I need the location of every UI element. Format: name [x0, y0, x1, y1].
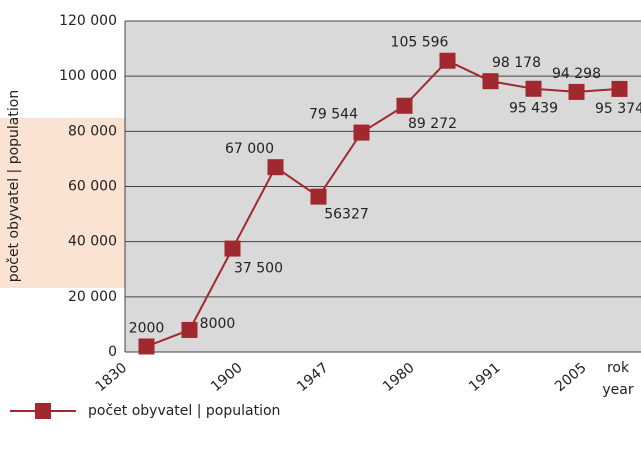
- x-tick-label: 1900: [208, 360, 246, 395]
- data-label: 8000: [200, 316, 236, 332]
- x-tick-label: 1947: [294, 360, 332, 395]
- data-label: 67 000: [225, 141, 274, 157]
- x-axis-label: year: [602, 382, 633, 398]
- marker: [439, 52, 456, 69]
- y-tick-label: 60 000: [68, 179, 117, 195]
- marker: [310, 188, 327, 205]
- marker: [224, 240, 241, 257]
- y-tick-label: 0: [108, 344, 117, 360]
- data-label: 56327: [324, 207, 369, 223]
- data-label: 98 178: [492, 55, 541, 71]
- data-label: 37 500: [234, 261, 283, 277]
- data-label: 94 298: [552, 66, 601, 82]
- y-tick-label: 80 000: [68, 123, 117, 139]
- legend-marker: [35, 403, 51, 419]
- y-tick-label: 100 000: [59, 68, 117, 84]
- x-tick-label: 1980: [380, 360, 418, 395]
- y-tick-label: 40 000: [68, 234, 117, 250]
- marker: [138, 338, 155, 355]
- marker: [396, 97, 413, 114]
- marker: [482, 73, 499, 90]
- y-tick-label: 20 000: [68, 289, 117, 305]
- x-tick-label: 1830: [93, 360, 131, 395]
- x-tick-label: 2005: [552, 360, 590, 395]
- marker: [181, 321, 198, 338]
- x-axis-label: rok: [607, 360, 630, 376]
- data-label: 95 439: [509, 101, 558, 117]
- data-label: 89 272: [408, 116, 457, 132]
- y-tick-label: 120 000: [59, 13, 117, 29]
- data-label: 105 596: [391, 35, 449, 51]
- marker: [267, 159, 284, 176]
- marker: [568, 83, 585, 100]
- data-label: 2000: [129, 320, 165, 336]
- marker: [611, 80, 628, 97]
- y-axis-label: počet obyvatel | population: [6, 90, 22, 282]
- legend-label: počet obyvatel | population: [88, 403, 280, 419]
- marker: [525, 80, 542, 97]
- label-band: [0, 118, 125, 288]
- marker: [353, 124, 370, 141]
- x-tick-label: 1991: [466, 360, 504, 395]
- data-label: 95 374: [595, 101, 641, 117]
- data-label: 79 544: [309, 107, 358, 123]
